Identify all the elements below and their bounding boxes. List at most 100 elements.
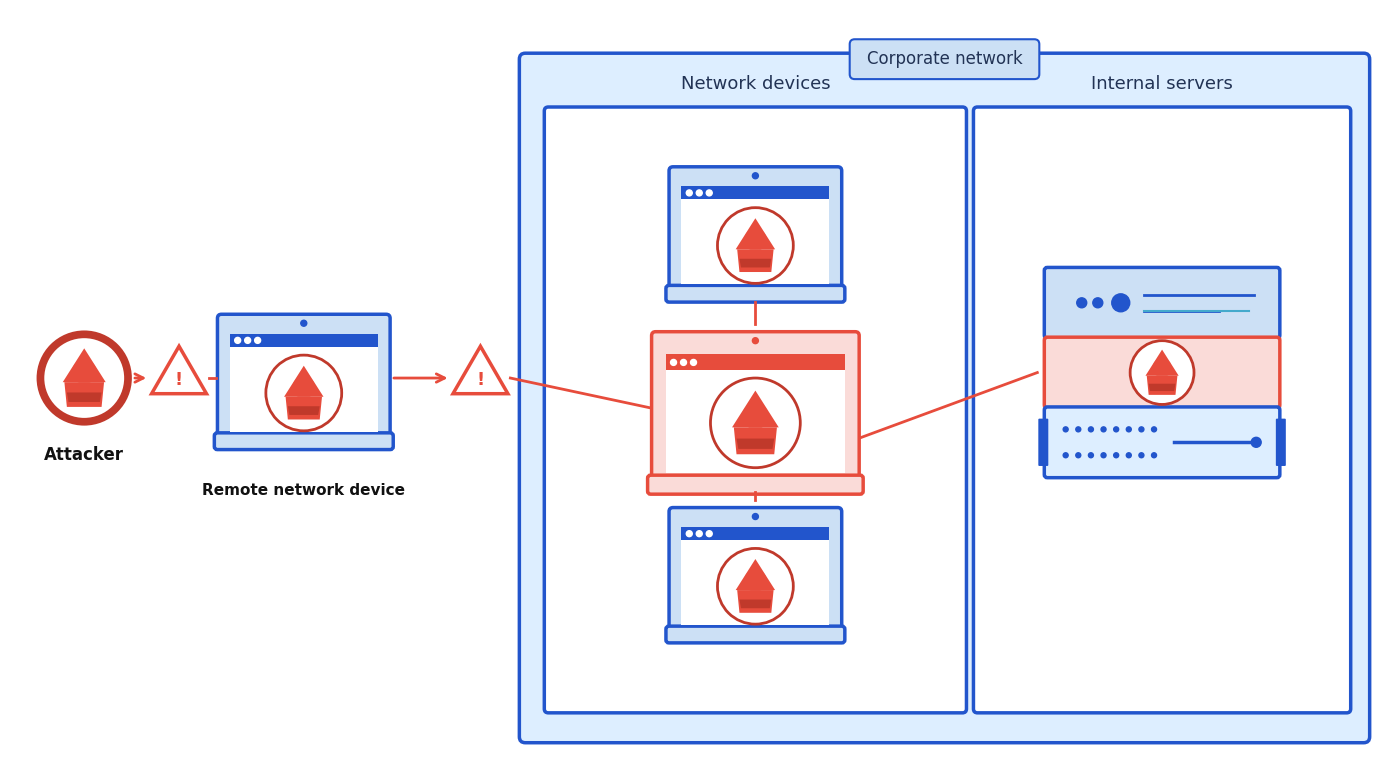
Circle shape (1101, 427, 1106, 431)
Circle shape (1088, 427, 1094, 431)
Circle shape (710, 378, 801, 468)
Circle shape (1088, 452, 1094, 458)
FancyBboxPatch shape (1276, 418, 1286, 466)
Circle shape (745, 229, 766, 251)
Circle shape (38, 332, 130, 424)
Polygon shape (1148, 383, 1176, 391)
Circle shape (1101, 452, 1106, 458)
Circle shape (717, 549, 794, 624)
Polygon shape (286, 397, 322, 420)
Polygon shape (287, 406, 319, 415)
Circle shape (686, 190, 692, 196)
Circle shape (1076, 427, 1081, 431)
Circle shape (752, 338, 759, 344)
FancyBboxPatch shape (1045, 407, 1279, 478)
Polygon shape (63, 348, 106, 382)
FancyBboxPatch shape (681, 527, 830, 625)
Text: Remote network device: Remote network device (202, 483, 406, 497)
FancyBboxPatch shape (681, 527, 830, 540)
Circle shape (1251, 438, 1261, 447)
Circle shape (244, 338, 251, 343)
FancyBboxPatch shape (544, 107, 967, 713)
Circle shape (234, 338, 241, 343)
Circle shape (1063, 452, 1069, 458)
Circle shape (1076, 452, 1081, 458)
Polygon shape (64, 382, 105, 407)
FancyBboxPatch shape (1045, 338, 1279, 408)
Circle shape (1063, 427, 1069, 431)
FancyBboxPatch shape (218, 314, 391, 442)
Polygon shape (735, 559, 776, 590)
Text: Corporate network: Corporate network (866, 50, 1023, 68)
Circle shape (73, 360, 96, 383)
FancyBboxPatch shape (681, 186, 830, 284)
FancyBboxPatch shape (1038, 418, 1048, 466)
Circle shape (752, 173, 759, 178)
Circle shape (742, 404, 769, 428)
Circle shape (1138, 427, 1144, 431)
Circle shape (1077, 298, 1087, 308)
FancyBboxPatch shape (665, 355, 845, 473)
Polygon shape (152, 346, 206, 393)
Circle shape (745, 570, 766, 591)
Polygon shape (735, 218, 776, 249)
Polygon shape (1147, 376, 1177, 395)
FancyBboxPatch shape (230, 334, 378, 347)
FancyBboxPatch shape (647, 475, 864, 494)
Circle shape (266, 355, 342, 431)
Text: !: ! (174, 372, 183, 390)
Text: Internal servers: Internal servers (1091, 75, 1233, 93)
Text: !: ! (476, 372, 484, 390)
FancyBboxPatch shape (665, 286, 845, 302)
Circle shape (696, 531, 702, 537)
Circle shape (717, 208, 794, 283)
FancyBboxPatch shape (665, 355, 845, 370)
Polygon shape (732, 390, 778, 428)
Circle shape (1113, 452, 1119, 458)
Polygon shape (734, 428, 777, 454)
FancyBboxPatch shape (215, 433, 393, 449)
Circle shape (255, 338, 261, 343)
Circle shape (686, 531, 692, 537)
FancyBboxPatch shape (1045, 268, 1279, 338)
Polygon shape (737, 438, 774, 449)
Polygon shape (1145, 350, 1179, 376)
Circle shape (1126, 452, 1131, 458)
Circle shape (696, 190, 702, 196)
Polygon shape (285, 365, 324, 397)
FancyBboxPatch shape (974, 107, 1350, 713)
Circle shape (671, 359, 677, 365)
Text: Attacker: Attacker (45, 445, 124, 464)
Circle shape (691, 359, 696, 365)
FancyBboxPatch shape (665, 626, 845, 643)
Circle shape (1112, 294, 1130, 312)
Circle shape (752, 514, 759, 519)
Circle shape (1154, 359, 1170, 376)
Circle shape (1138, 452, 1144, 458)
Circle shape (301, 320, 307, 326)
Polygon shape (739, 600, 771, 608)
FancyBboxPatch shape (230, 334, 378, 431)
FancyBboxPatch shape (651, 331, 859, 484)
Polygon shape (737, 590, 774, 613)
Circle shape (1151, 427, 1156, 431)
Polygon shape (67, 393, 102, 402)
FancyBboxPatch shape (850, 40, 1039, 79)
Circle shape (1151, 452, 1156, 458)
Circle shape (1130, 341, 1194, 404)
Circle shape (293, 376, 314, 398)
Circle shape (1113, 427, 1119, 431)
Polygon shape (739, 258, 771, 268)
FancyBboxPatch shape (681, 186, 830, 199)
Polygon shape (453, 346, 508, 393)
Circle shape (1092, 298, 1103, 308)
Polygon shape (737, 249, 774, 272)
Circle shape (706, 190, 713, 196)
FancyBboxPatch shape (519, 54, 1370, 743)
Circle shape (706, 531, 713, 537)
FancyBboxPatch shape (670, 508, 841, 635)
FancyBboxPatch shape (670, 167, 841, 294)
Circle shape (681, 359, 686, 365)
Circle shape (1126, 427, 1131, 431)
Circle shape (43, 337, 126, 419)
